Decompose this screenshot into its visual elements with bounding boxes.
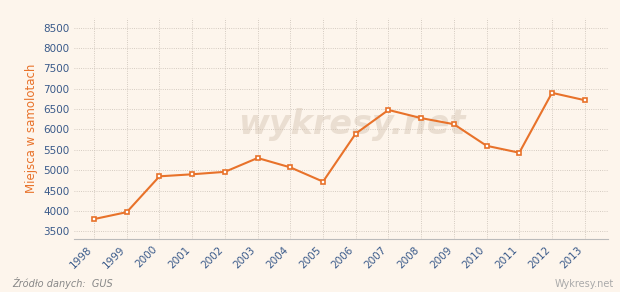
Text: Wykresy.net: Wykresy.net <box>554 279 614 289</box>
Y-axis label: Miejsca w samolotach: Miejsca w samolotach <box>25 64 38 193</box>
Text: Źródło danych:  GUS: Źródło danych: GUS <box>12 277 113 289</box>
Text: wykresy.net: wykresy.net <box>238 107 466 140</box>
